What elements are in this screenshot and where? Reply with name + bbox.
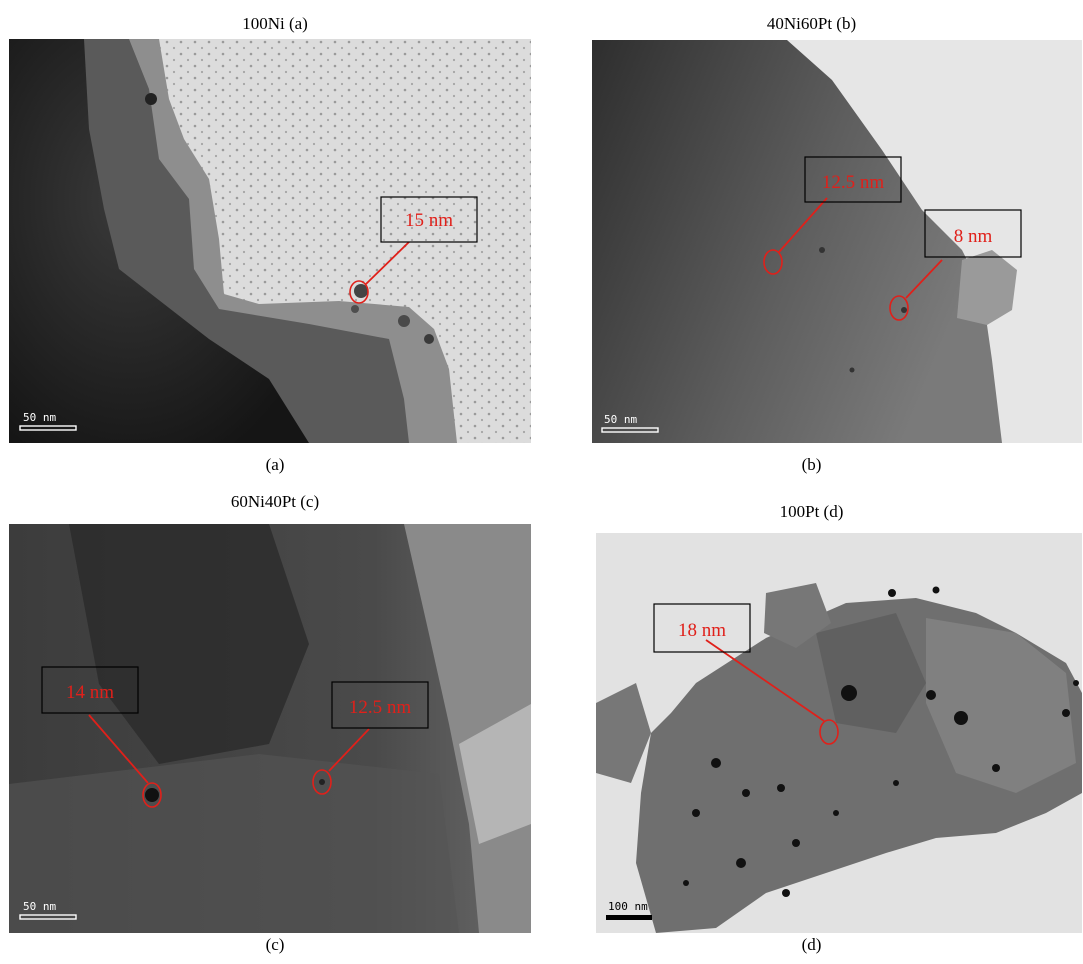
scale-bar-label-b: 50 nm [604, 413, 637, 426]
annotation-ellipse-c2 [312, 769, 332, 795]
panel-title-a: 100Ni (a) [242, 14, 308, 33]
panel-d: 100Pt (d) 18 nm 100 nm (d) [540, 480, 1083, 964]
scale-bar-a [19, 425, 77, 431]
annotation-ellipse-c1 [142, 782, 162, 808]
micrograph-c: 14 nm 12.5 nm 50 nm [9, 524, 531, 933]
annotation-leader-c2 [328, 728, 370, 772]
annotation-label-b2: 8 nm [954, 226, 993, 247]
annotation-ellipse-a1 [349, 280, 369, 304]
scale-bar-b [601, 427, 659, 433]
annotation-label-c1: 14 nm [66, 682, 114, 703]
scale-bar-label-d: 100 nm [608, 900, 648, 913]
annotation-ellipse-b2 [889, 295, 909, 321]
panel-caption-b: (b) [801, 455, 822, 474]
scale-bar-c [19, 914, 77, 920]
callout-box-b1 [804, 156, 902, 203]
annotation-label-d1: 18 nm [678, 620, 726, 641]
annotation-leader-b1 [778, 197, 828, 253]
callout-box-c2 [331, 681, 429, 729]
callout-box-c1 [41, 666, 139, 714]
annotation-ellipse-d1 [819, 719, 839, 745]
panel-title-b: 40Ni60Pt (b) [766, 14, 857, 33]
callout-box-d1 [653, 603, 751, 653]
scale-bar-label-c: 50 nm [23, 900, 56, 913]
panel-title-c: 60Ni40Pt (c) [230, 492, 320, 511]
callout-box-a1 [380, 196, 478, 243]
annotation-ellipse-b1 [763, 249, 783, 275]
callout-box-b2 [924, 209, 1022, 258]
annotation-label-c2: 12.5 nm [349, 697, 412, 718]
panel-title-d: 100Pt (d) [779, 502, 844, 521]
panel-a: 100Ni (a) 15 nm 50 nm (a) [0, 0, 540, 480]
scale-bar-label-a: 50 nm [23, 411, 56, 424]
annotation-leader-a1 [365, 241, 410, 285]
panel-caption-d: (d) [801, 935, 822, 954]
annotation-leader-c1 [88, 714, 149, 784]
annotation-label-b1: 12.5 nm [822, 172, 885, 193]
annotation-leader-d1 [705, 639, 825, 722]
annotation-leader-b2 [905, 259, 943, 299]
panel-caption-a: (a) [265, 455, 285, 474]
panel-c: 60Ni40Pt (c) 14 nm 12.5 nm 50 nm (c) [0, 480, 540, 964]
micrograph-b: 12.5 nm 8 nm 50 nm [592, 40, 1082, 443]
micrograph-a: 15 nm 50 nm [9, 39, 531, 443]
scale-bar-d [606, 915, 652, 920]
annotation-label-a1: 15 nm [405, 210, 453, 231]
panel-caption-c: (c) [265, 935, 285, 954]
panel-b: 40Ni60Pt (b) 12.5 nm 8 nm 50 nm (b) [540, 0, 1083, 480]
micrograph-d: 18 nm 100 nm [596, 533, 1082, 933]
